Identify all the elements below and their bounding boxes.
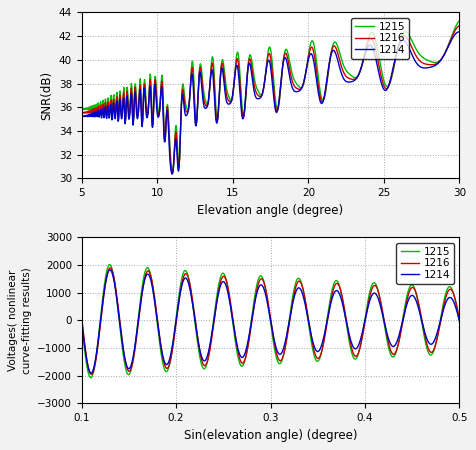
1214 xyxy=(320,99,326,105)
Y-axis label: Voltages( nonlinear
curve-fitting results): Voltages( nonlinear curve-fitting result… xyxy=(9,267,31,374)
1216 xyxy=(79,105,85,110)
Legend: 1215, 1216, 1214: 1215, 1216, 1214 xyxy=(351,18,409,59)
1216 xyxy=(102,105,108,110)
1214 xyxy=(88,370,94,376)
1214 xyxy=(98,313,104,318)
1214 xyxy=(456,318,462,323)
1215 xyxy=(88,375,94,380)
Line: 1216: 1216 xyxy=(82,268,459,374)
1214 xyxy=(456,29,462,35)
1216 xyxy=(98,315,104,320)
1216 xyxy=(253,293,258,298)
1215 xyxy=(79,102,85,108)
1216 xyxy=(79,315,85,320)
1214 xyxy=(107,267,113,273)
1215 xyxy=(320,97,326,103)
1215 xyxy=(253,288,258,293)
Line: 1215: 1215 xyxy=(82,265,459,378)
1216 xyxy=(366,38,371,44)
1215 xyxy=(366,35,371,40)
1216 xyxy=(446,288,452,293)
1216 xyxy=(169,171,175,176)
Line: 1214: 1214 xyxy=(82,32,459,174)
1215 xyxy=(102,102,108,108)
1214 xyxy=(298,86,304,91)
1214 xyxy=(253,295,258,301)
1216 xyxy=(89,372,94,377)
1216 xyxy=(456,316,462,322)
Y-axis label: SNR(dB): SNR(dB) xyxy=(40,71,53,120)
1215 xyxy=(107,262,112,267)
1215 xyxy=(377,294,382,300)
1216 xyxy=(405,36,410,41)
1215 xyxy=(298,85,304,90)
X-axis label: Elevation angle (degree): Elevation angle (degree) xyxy=(198,204,344,216)
1215 xyxy=(79,320,85,326)
Legend: 1215, 1216, 1214: 1215, 1216, 1214 xyxy=(397,243,454,284)
1214 xyxy=(263,292,268,298)
1215 xyxy=(263,288,268,293)
Line: 1214: 1214 xyxy=(82,270,459,373)
1216 xyxy=(298,86,304,91)
1214 xyxy=(308,51,314,57)
1214 xyxy=(169,171,175,177)
1215 xyxy=(98,310,104,315)
Line: 1215: 1215 xyxy=(82,21,459,173)
1215 xyxy=(169,170,175,176)
1215 xyxy=(446,284,452,290)
Line: 1216: 1216 xyxy=(82,26,459,173)
1215 xyxy=(456,18,462,24)
1214 xyxy=(405,42,410,47)
1216 xyxy=(377,293,382,299)
1216 xyxy=(308,45,314,50)
1214 xyxy=(446,295,452,301)
1215 xyxy=(308,39,314,44)
1214 xyxy=(377,300,382,305)
1214 xyxy=(79,318,85,323)
1215 xyxy=(446,284,452,290)
1216 xyxy=(446,288,452,293)
1216 xyxy=(263,287,268,292)
1215 xyxy=(405,30,410,36)
1216 xyxy=(320,99,326,104)
1214 xyxy=(102,108,108,113)
1214 xyxy=(446,295,452,301)
1214 xyxy=(366,43,371,49)
1214 xyxy=(79,108,85,113)
1216 xyxy=(108,265,113,270)
1215 xyxy=(456,320,462,325)
X-axis label: Sin(elevation angle) (degree): Sin(elevation angle) (degree) xyxy=(184,429,357,441)
1216 xyxy=(456,23,462,29)
